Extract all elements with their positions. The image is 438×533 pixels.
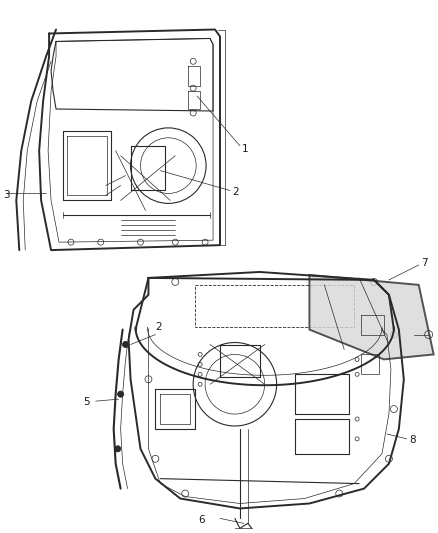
Circle shape (118, 391, 124, 397)
Text: 6: 6 (198, 515, 205, 526)
Text: 3: 3 (4, 190, 10, 200)
Text: 8: 8 (409, 435, 415, 445)
Circle shape (123, 342, 129, 348)
Circle shape (115, 446, 120, 452)
Text: 1: 1 (242, 144, 248, 154)
Text: 5: 5 (83, 397, 89, 407)
Polygon shape (309, 275, 434, 359)
Text: 2: 2 (155, 321, 162, 332)
Bar (195, 285, 354, 327)
Text: 2: 2 (232, 188, 239, 197)
Text: 7: 7 (421, 258, 427, 268)
